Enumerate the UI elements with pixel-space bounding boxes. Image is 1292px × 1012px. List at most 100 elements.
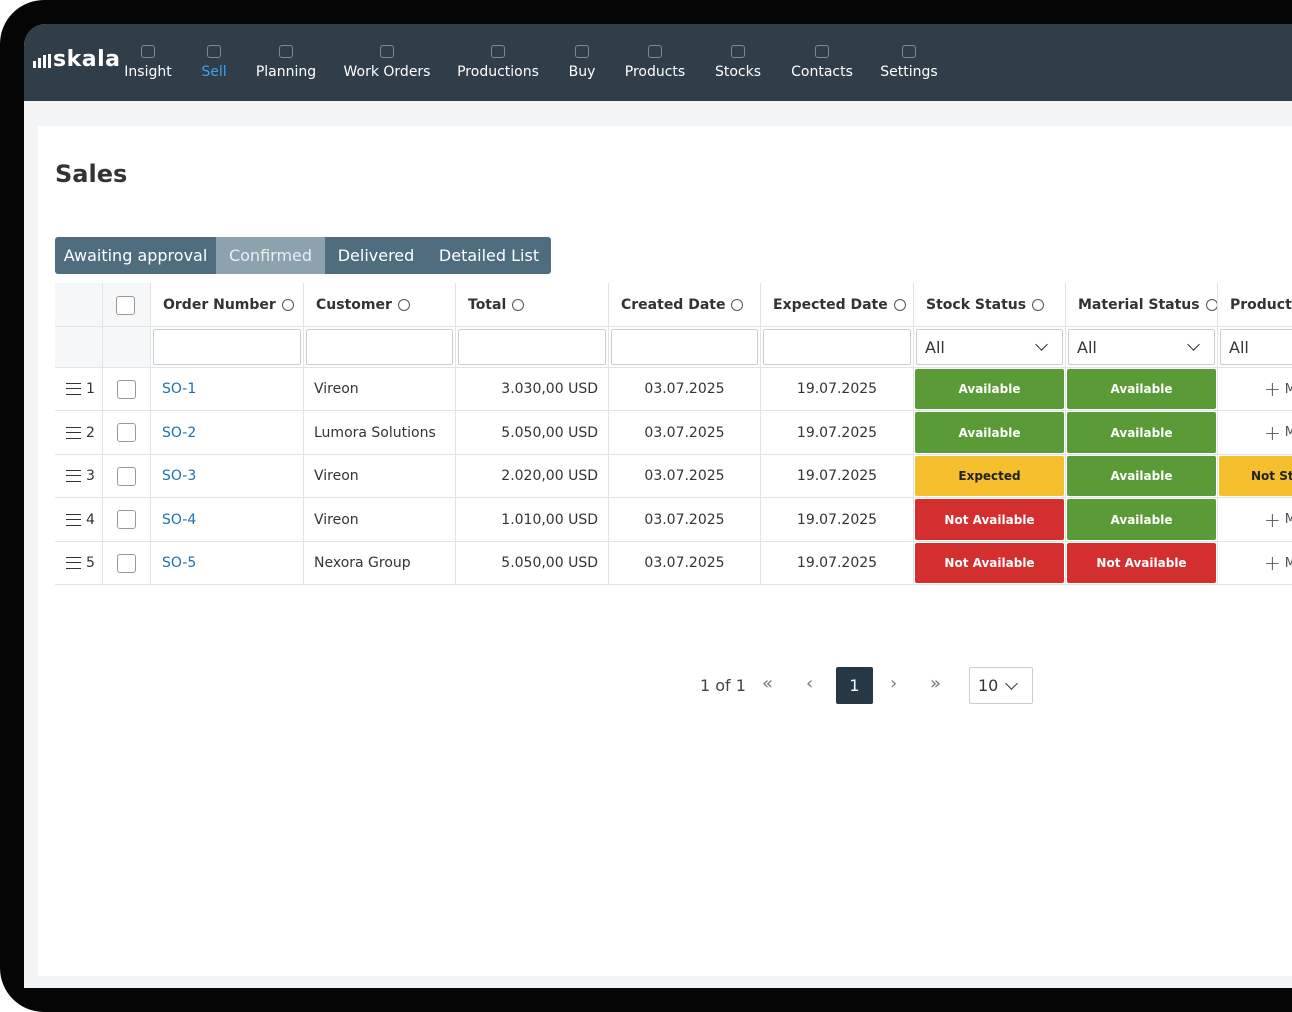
- column-header: Material Status: [1066, 283, 1218, 327]
- order-link[interactable]: SO-3: [162, 468, 197, 484]
- nav-icon: [902, 45, 916, 58]
- row-number: 4: [86, 511, 95, 528]
- row-number: 5: [86, 555, 95, 571]
- stock-cell: Available: [914, 411, 1066, 455]
- created-cell: 03.07.2025: [609, 542, 761, 585]
- order-link[interactable]: SO-5: [162, 555, 197, 571]
- production-cell: Not Started: [1218, 455, 1292, 498]
- nav-bar: skala Insight Sell Planning Work Orders Prod…: [24, 24, 1292, 101]
- filter-input[interactable]: [458, 329, 606, 365]
- page-nav[interactable]: ‹: [806, 673, 814, 694]
- page-title: Sales: [55, 160, 128, 188]
- tab[interactable]: Confirmed: [216, 237, 325, 274]
- filter-input[interactable]: [763, 329, 911, 365]
- filter-cell: All: [1066, 327, 1218, 368]
- nav-item[interactable]: Contacts: [791, 64, 853, 80]
- row-checkbox[interactable]: [117, 510, 136, 529]
- info-icon: [281, 298, 294, 311]
- column-title: Order Number: [163, 296, 276, 313]
- column-title: Production Status: [1230, 296, 1292, 313]
- expected-date: 19.07.2025: [796, 381, 878, 397]
- column-title: Total: [468, 296, 507, 313]
- nav-item[interactable]: Work Orders: [343, 64, 431, 80]
- info-icon: [893, 298, 906, 311]
- total: 5.050,00 USD: [501, 555, 598, 571]
- created-date: 03.07.2025: [644, 424, 725, 441]
- filter-input[interactable]: All: [1220, 329, 1292, 365]
- stock-status: Not Available: [915, 499, 1064, 540]
- drag-handle[interactable]: [66, 426, 81, 439]
- info-icon: [512, 298, 525, 311]
- logo-icon: [33, 54, 51, 68]
- drag-line: [66, 388, 81, 389]
- screen: skala Insight Sell Planning Work Orders Prod…: [24, 24, 1292, 988]
- drag-handle[interactable]: [66, 557, 81, 569]
- production-action[interactable]: Make: [1285, 556, 1292, 571]
- row-checkbox[interactable]: [117, 379, 136, 399]
- drag-handle[interactable]: [66, 470, 81, 482]
- row-checkbox[interactable]: [117, 423, 136, 442]
- drag-cell: 3: [55, 455, 103, 498]
- column-header: Production Status: [1218, 283, 1292, 327]
- nav-item[interactable]: Sell: [201, 64, 227, 80]
- filter-input[interactable]: All: [1068, 329, 1215, 365]
- production-action[interactable]: Make: [1285, 425, 1292, 440]
- nav-item[interactable]: Stocks: [714, 64, 762, 80]
- production-action[interactable]: Make: [1285, 382, 1292, 397]
- nav-item[interactable]: Products: [624, 64, 686, 80]
- info-icon: [731, 298, 744, 311]
- nav-item[interactable]: Settings: [880, 64, 938, 80]
- stock-cell: Not Available: [914, 498, 1066, 542]
- select-all-checkbox[interactable]: [116, 296, 135, 315]
- header-cell: [55, 283, 103, 327]
- drag-handle[interactable]: [66, 513, 81, 526]
- drag-handle[interactable]: [66, 383, 81, 395]
- nav-item[interactable]: Buy: [568, 64, 596, 80]
- tab[interactable]: Detailed List: [427, 237, 551, 274]
- total: 1.010,00 USD: [501, 511, 598, 528]
- customer: Nexora Group: [314, 555, 411, 571]
- filter-input[interactable]: [611, 329, 758, 365]
- order-link[interactable]: SO-2: [162, 424, 197, 441]
- nav-icon: [279, 45, 293, 58]
- nav-item[interactable]: Insight: [124, 64, 172, 80]
- logo[interactable]: skala: [53, 47, 121, 72]
- production-action[interactable]: Make: [1285, 512, 1292, 527]
- customer: Vireon: [314, 381, 359, 397]
- filter-input[interactable]: [153, 329, 301, 365]
- page-size-select[interactable]: 10: [969, 667, 1033, 704]
- material-status: Not Available: [1067, 543, 1216, 583]
- current-page[interactable]: 1: [836, 667, 873, 704]
- filter-input[interactable]: All: [916, 329, 1063, 365]
- row-number: 3: [86, 468, 95, 484]
- tab[interactable]: Delivered: [325, 237, 427, 274]
- filter-input[interactable]: [306, 329, 453, 365]
- order-cell: SO-3: [151, 455, 304, 498]
- plus-icon: +: [1264, 377, 1281, 401]
- customer: Vireon: [314, 511, 359, 528]
- nav-icon: [141, 45, 155, 58]
- tab[interactable]: Awaiting approval: [55, 237, 216, 274]
- row-checkbox[interactable]: [117, 553, 136, 573]
- nav-item[interactable]: Planning: [255, 64, 317, 80]
- order-cell: SO-2: [151, 411, 304, 455]
- order-link[interactable]: SO-4: [162, 511, 197, 528]
- total: 2.020,00 USD: [501, 468, 598, 484]
- order-link[interactable]: SO-1: [162, 381, 197, 397]
- customer: Vireon: [314, 468, 359, 484]
- production-cell: + Make: [1218, 498, 1292, 542]
- material-cell: Available: [1066, 498, 1218, 542]
- nav-item[interactable]: Productions: [457, 64, 539, 80]
- expected-cell: 19.07.2025: [761, 542, 914, 585]
- page-nav[interactable]: «: [762, 673, 774, 694]
- page-nav[interactable]: ›: [890, 673, 898, 694]
- expected-cell: 19.07.2025: [761, 368, 914, 411]
- total: 5.050,00 USD: [501, 424, 598, 441]
- row-checkbox[interactable]: [117, 466, 136, 486]
- created-cell: 03.07.2025: [609, 498, 761, 542]
- page-nav[interactable]: »: [930, 673, 942, 694]
- production-cell: + Make: [1218, 542, 1292, 585]
- total: 3.030,00 USD: [501, 381, 598, 397]
- total-cell: 3.030,00 USD: [456, 368, 609, 411]
